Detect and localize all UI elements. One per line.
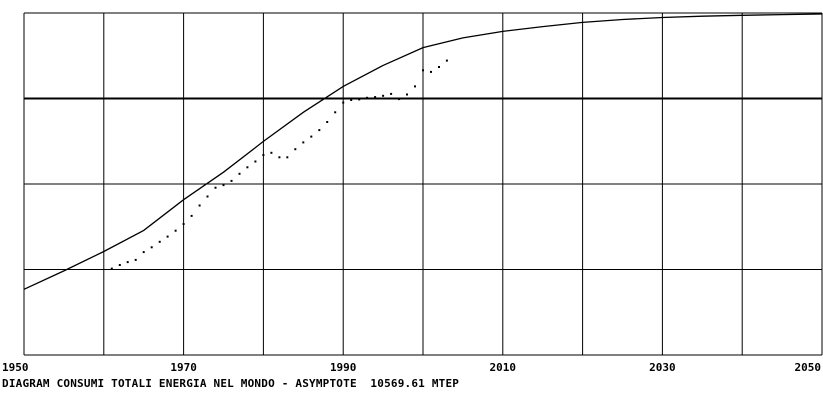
data-point	[142, 251, 145, 254]
x-tick-label: 1990	[330, 361, 357, 374]
data-point	[430, 70, 432, 73]
data-point	[382, 94, 385, 97]
data-point	[318, 129, 321, 132]
fitted-curve	[23, 13, 823, 290]
data-point	[342, 101, 345, 104]
x-tick-label: 2030	[649, 361, 676, 374]
data-point	[398, 98, 401, 101]
data-point	[270, 151, 273, 154]
data-point	[334, 111, 337, 114]
data-point	[366, 96, 369, 99]
data-point	[294, 148, 297, 151]
data-point	[406, 93, 408, 96]
data-point	[238, 172, 241, 175]
data-point	[350, 99, 353, 101]
data-point	[374, 96, 377, 99]
data-point	[278, 156, 281, 159]
x-tick-label: 1950	[2, 361, 29, 374]
data-point	[310, 135, 313, 138]
data-point	[230, 179, 233, 182]
data-point	[150, 246, 153, 249]
chart-caption: DIAGRAM CONSUMI TOTALI ENERGIA NEL MONDO…	[2, 377, 460, 390]
data-point	[254, 160, 257, 163]
data-point	[206, 195, 209, 198]
x-axis-tick-labels: 1950 1970 1990 2010 2030 2050	[2, 361, 821, 374]
data-point	[110, 267, 113, 270]
data-point	[134, 258, 137, 261]
data-point	[302, 141, 305, 144]
data-point	[214, 186, 217, 189]
data-point	[422, 69, 424, 72]
data-point	[182, 223, 185, 225]
x-tick-label: 2050	[795, 361, 822, 374]
data-point	[445, 59, 448, 62]
data-point	[174, 229, 177, 232]
data-point	[326, 121, 329, 123]
data-point	[262, 154, 265, 156]
data-point	[414, 85, 416, 88]
data-point	[438, 66, 440, 68]
x-tick-label: 2010	[490, 361, 517, 374]
data-point	[126, 261, 129, 264]
x-tick-label: 1970	[170, 361, 197, 374]
data-point	[158, 240, 161, 243]
data-point	[222, 184, 225, 187]
data-point	[286, 156, 289, 159]
data-point	[198, 204, 201, 207]
data-point	[166, 235, 169, 238]
data-point	[358, 98, 361, 101]
data-points	[110, 59, 448, 270]
grid	[23, 12, 823, 356]
data-point	[190, 214, 193, 217]
data-point	[246, 166, 249, 169]
data-point	[118, 264, 121, 266]
fitted-curve-line	[23, 13, 823, 290]
data-point	[390, 92, 393, 95]
